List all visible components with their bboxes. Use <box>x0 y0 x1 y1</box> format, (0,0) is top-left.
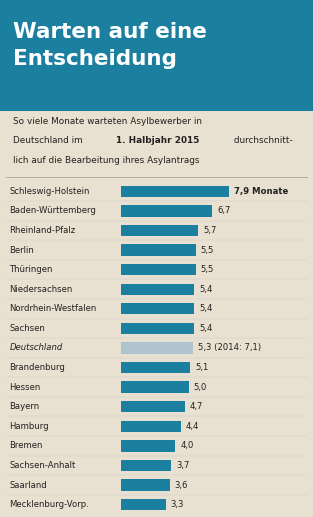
Text: Brandenburg: Brandenburg <box>9 363 65 372</box>
FancyBboxPatch shape <box>121 264 196 275</box>
Text: 3,3: 3,3 <box>171 500 184 509</box>
Text: 1. Halbjahr 2015: 1. Halbjahr 2015 <box>116 136 200 145</box>
FancyBboxPatch shape <box>121 362 190 373</box>
FancyBboxPatch shape <box>121 283 194 295</box>
Text: Bayern: Bayern <box>9 402 39 411</box>
FancyBboxPatch shape <box>121 303 194 314</box>
Text: 4,0: 4,0 <box>180 442 193 450</box>
FancyBboxPatch shape <box>121 460 171 471</box>
FancyBboxPatch shape <box>121 421 181 432</box>
Text: Rheinland-Pfalz: Rheinland-Pfalz <box>9 226 76 235</box>
Text: Warten auf eine: Warten auf eine <box>13 22 206 42</box>
FancyBboxPatch shape <box>121 323 194 334</box>
FancyBboxPatch shape <box>121 205 212 217</box>
Text: 3,7: 3,7 <box>176 461 189 470</box>
Text: 5,4: 5,4 <box>199 305 213 313</box>
FancyBboxPatch shape <box>121 186 228 197</box>
Text: durchschnitt-: durchschnitt- <box>231 136 293 145</box>
Text: 5,0: 5,0 <box>194 383 207 391</box>
Text: So viele Monate warteten Asylbewerber in: So viele Monate warteten Asylbewerber in <box>13 117 202 126</box>
FancyBboxPatch shape <box>121 440 175 451</box>
Text: 5,3 (2014: 7,1): 5,3 (2014: 7,1) <box>198 343 261 353</box>
FancyBboxPatch shape <box>121 382 189 393</box>
Text: Deutschland: Deutschland <box>9 343 63 353</box>
Text: Niedersachsen: Niedersachsen <box>9 285 73 294</box>
Text: 6,7: 6,7 <box>217 206 230 216</box>
Text: Entscheidung: Entscheidung <box>13 49 177 69</box>
Text: 5,5: 5,5 <box>201 246 214 254</box>
Text: 5,1: 5,1 <box>195 363 209 372</box>
Text: Saarland: Saarland <box>9 480 47 490</box>
Text: 4,4: 4,4 <box>186 422 199 431</box>
Text: Hessen: Hessen <box>9 383 41 391</box>
FancyBboxPatch shape <box>121 401 185 413</box>
Text: 7,9 Monate: 7,9 Monate <box>233 187 288 196</box>
Text: 5,4: 5,4 <box>199 285 213 294</box>
Text: 5,5: 5,5 <box>201 265 214 274</box>
FancyBboxPatch shape <box>121 245 196 256</box>
Text: Baden-Württemberg: Baden-Württemberg <box>9 206 96 216</box>
Text: Sachsen: Sachsen <box>9 324 45 333</box>
Text: 3,6: 3,6 <box>175 480 188 490</box>
Text: lich auf die Bearbeitung ihres Asylantrags: lich auf die Bearbeitung ihres Asylantra… <box>13 156 199 164</box>
Text: 5,4: 5,4 <box>199 324 213 333</box>
Text: Deutschland im: Deutschland im <box>13 136 85 145</box>
FancyBboxPatch shape <box>121 499 166 510</box>
FancyBboxPatch shape <box>0 0 313 111</box>
Text: Berlin: Berlin <box>9 246 34 254</box>
FancyBboxPatch shape <box>121 479 170 491</box>
Text: Nordrhein-Westfalen: Nordrhein-Westfalen <box>9 305 97 313</box>
Text: Thüringen: Thüringen <box>9 265 53 274</box>
Text: 5,7: 5,7 <box>203 226 217 235</box>
Text: Bremen: Bremen <box>9 442 43 450</box>
FancyBboxPatch shape <box>121 342 193 354</box>
Text: Schleswig-Holstein: Schleswig-Holstein <box>9 187 90 196</box>
FancyBboxPatch shape <box>121 225 198 236</box>
Text: 4,7: 4,7 <box>190 402 203 411</box>
Text: Hamburg: Hamburg <box>9 422 49 431</box>
Text: Sachsen-Anhalt: Sachsen-Anhalt <box>9 461 76 470</box>
Text: Mecklenburg-Vorp.: Mecklenburg-Vorp. <box>9 500 89 509</box>
